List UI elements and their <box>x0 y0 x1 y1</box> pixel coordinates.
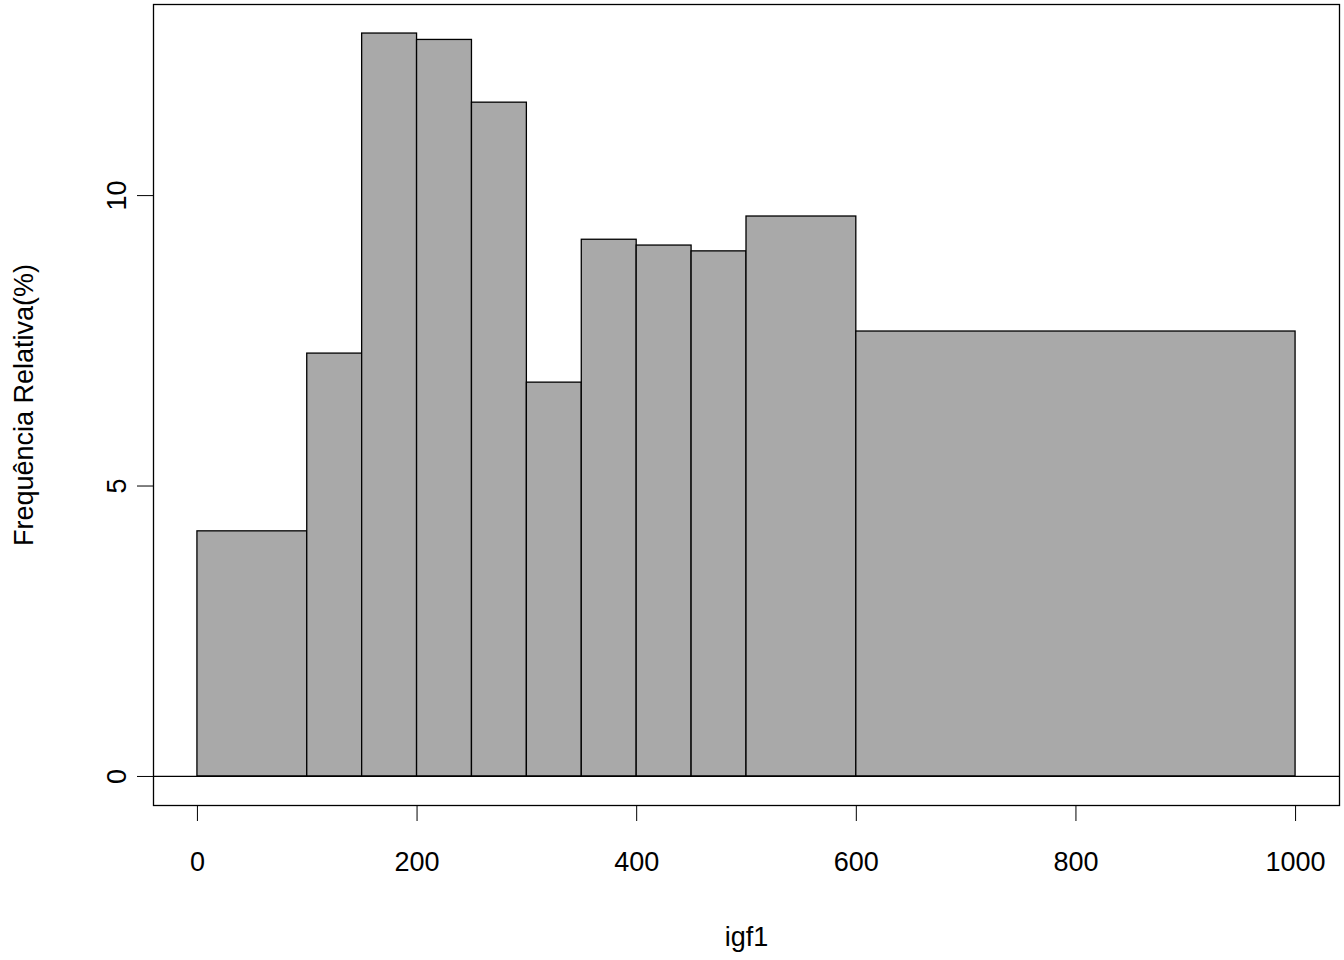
svg-text:200: 200 <box>395 847 440 877</box>
svg-text:400: 400 <box>614 847 659 877</box>
svg-text:1000: 1000 <box>1266 847 1326 877</box>
svg-text:800: 800 <box>1053 847 1098 877</box>
svg-text:0: 0 <box>102 769 132 784</box>
svg-text:Frequência Relativa(%): Frequência Relativa(%) <box>9 264 39 546</box>
svg-text:600: 600 <box>834 847 879 877</box>
svg-text:igf1: igf1 <box>725 922 769 952</box>
svg-text:0: 0 <box>190 847 205 877</box>
svg-text:5: 5 <box>102 479 132 494</box>
svg-text:10: 10 <box>102 181 132 211</box>
